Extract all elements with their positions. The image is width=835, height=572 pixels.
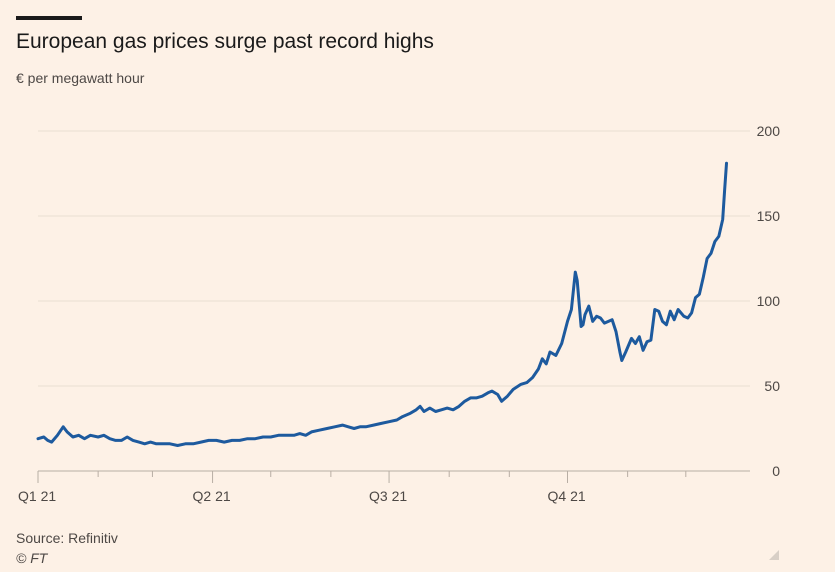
chart-title: European gas prices surge past record hi… [16, 30, 434, 53]
y-axis: 0 50 100 150 200 [757, 123, 781, 479]
x-tick-label: Q3 21 [369, 488, 407, 504]
chart-subtitle: € per megawatt hour [16, 70, 145, 86]
series-line [36, 161, 728, 447]
x-axis: Q1 21 Q2 21 Q3 21 Q4 21 [18, 471, 687, 504]
gridlines [38, 130, 750, 472]
y-tick-label: 150 [757, 208, 781, 224]
y-tick-label: 100 [757, 293, 781, 309]
x-tick-label: Q2 21 [193, 488, 231, 504]
y-tick-label: 0 [772, 463, 780, 479]
x-tick-label: Q4 21 [548, 488, 586, 504]
y-tick-label: 200 [757, 123, 781, 139]
y-tick-label: 50 [764, 378, 780, 394]
brand-rule [16, 16, 82, 20]
resize-corner [769, 550, 779, 560]
x-tick-label: Q1 21 [18, 488, 56, 504]
copyright-note: © FT [16, 550, 48, 566]
line-chart: Q1 21 Q2 21 Q3 21 Q4 21 0 50 100 150 200 [18, 123, 781, 504]
source-note: Source: Refinitiv [16, 530, 118, 546]
